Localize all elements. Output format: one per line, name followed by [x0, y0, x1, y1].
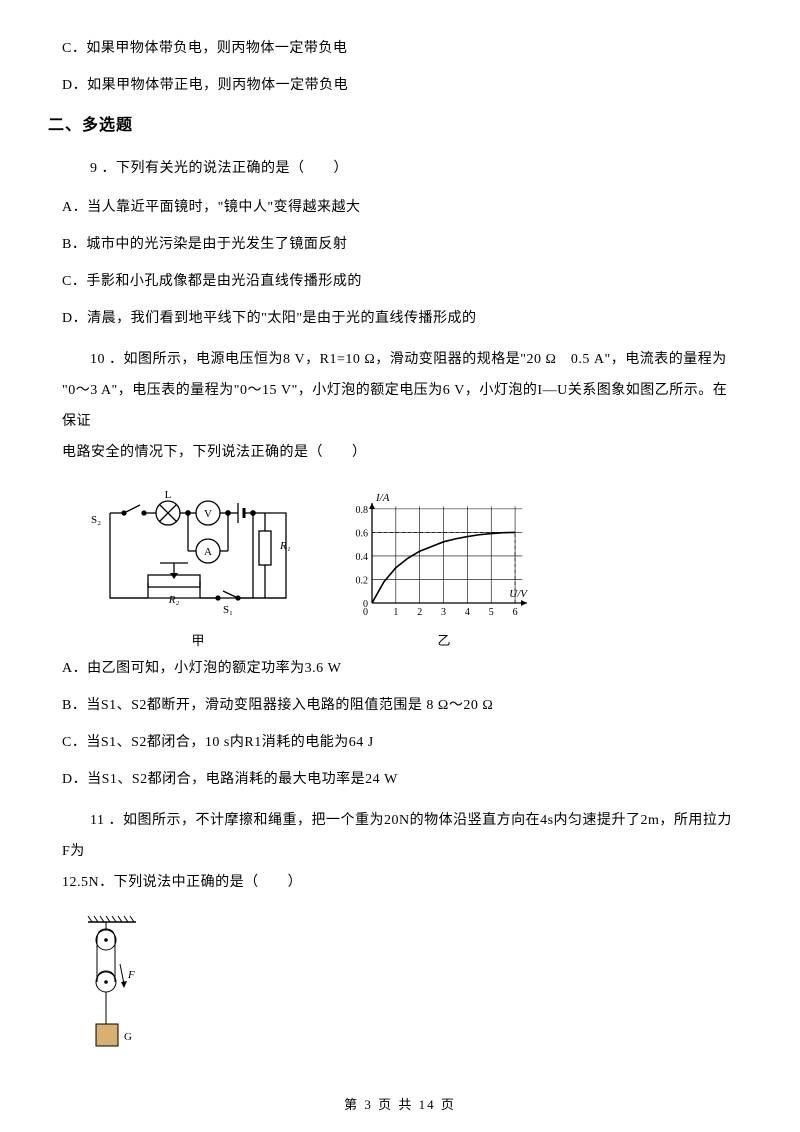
- svg-text:0.6: 0.6: [356, 528, 369, 539]
- circuit-label-r1: R₁: [279, 540, 291, 552]
- section-2-title: 二、多选题: [48, 114, 738, 138]
- q10-circuit-diagram: L V A R₁ R₂ S₁ S₂: [88, 483, 308, 633]
- q11-stem-line2: 12.5N．下列说法中正确的是（ ）: [62, 868, 738, 899]
- circuit-label-a: A: [204, 546, 212, 558]
- pulley-label-f: F: [127, 969, 135, 981]
- svg-text:6: 6: [513, 607, 518, 618]
- circuit-label-l: L: [165, 489, 172, 501]
- q10-stem: 10 ．如图所示，电源电压恒为8 V，R1=10 Ω，滑动变阻器的规格是"20 …: [62, 345, 738, 468]
- circuit-label-v: V: [204, 508, 212, 520]
- circuit-label-r2: R₂: [168, 594, 180, 606]
- q10-stem-line3: 电路安全的情况下，下列说法正确的是（ ）: [62, 438, 738, 469]
- q10-circuit-block: L V A R₁ R₂ S₁ S₂ 甲: [88, 483, 308, 651]
- svg-text:4: 4: [465, 607, 470, 618]
- pulley-label-g: G: [124, 1031, 132, 1043]
- q10-stem-line1: 10 ．如图所示，电源电压恒为8 V，R1=10 Ω，滑动变阻器的规格是"20 …: [62, 345, 738, 376]
- q11-stem: 11 ．如图所示，不计摩擦和绳重，把一个重为20N的物体沿竖直方向在4s内匀速提…: [62, 806, 738, 898]
- q10-option-b: B．当S1、S2都断开，滑动变阻器接入电路的阻值范围是 8 Ω～20 Ω: [62, 695, 738, 716]
- svg-text:U/V: U/V: [509, 588, 528, 600]
- q10-figure-row: L V A R₁ R₂ S₁ S₂ 甲 00.20.40.60.80123456…: [88, 483, 738, 651]
- svg-text:0.4: 0.4: [356, 552, 369, 563]
- svg-text:0: 0: [363, 607, 368, 618]
- q9-option-a: A．当人靠近平面镜时，"镜中人"变得越来越大: [62, 197, 738, 218]
- q10-option-c: C．当S1、S2都闭合，10 s内R1消耗的电能为64 J: [62, 732, 738, 753]
- svg-text:0.2: 0.2: [356, 575, 369, 586]
- q8-option-c: C．如果甲物体带负电，则丙物体一定带负电: [62, 38, 738, 59]
- svg-text:1: 1: [393, 607, 398, 618]
- page-footer: 第 3 页 共 14 页: [0, 1095, 800, 1115]
- q10-stem-line2: "0～3 A"，电压表的量程为"0～15 V"，小灯泡的额定电压为6 V，小灯泡…: [62, 376, 738, 438]
- q10-graph: 00.20.40.60.80123456I/AU/V: [334, 483, 554, 633]
- svg-text:I/A: I/A: [375, 492, 390, 504]
- q9-option-c: C．手影和小孔成像都是由光沿直线传播形成的: [62, 271, 738, 292]
- q11-pulley-diagram: F G: [84, 912, 144, 1062]
- q9-option-b: B．城市中的光污染是由于光发生了镜面反射: [62, 234, 738, 255]
- q9-stem: 9 ．下列有关光的说法正确的是（ ）: [62, 154, 738, 183]
- circuit-label-s2: S₂: [91, 514, 101, 526]
- q8-option-d: D．如果甲物体带正电，则丙物体一定带负电: [62, 75, 738, 96]
- svg-text:5: 5: [489, 607, 494, 618]
- q10-circuit-caption: 甲: [88, 631, 308, 651]
- circuit-label-s1: S₁: [223, 604, 233, 616]
- q10-graph-caption: 乙: [334, 631, 554, 651]
- q10-option-d: D．当S1、S2都闭合，电路消耗的最大电功率是24 W: [62, 769, 738, 790]
- q9-option-d: D．清晨，我们看到地平线下的"太阳"是由于光的直线传播形成的: [62, 308, 738, 329]
- svg-text:3: 3: [441, 607, 446, 618]
- svg-text:2: 2: [417, 607, 422, 618]
- q11-stem-line1: 11 ．如图所示，不计摩擦和绳重，把一个重为20N的物体沿竖直方向在4s内匀速提…: [62, 806, 738, 868]
- q10-option-a: A．由乙图可知，小灯泡的额定功率为3.6 W: [62, 658, 738, 679]
- svg-text:0.8: 0.8: [356, 504, 369, 515]
- q10-graph-block: 00.20.40.60.80123456I/AU/V 乙: [334, 483, 554, 651]
